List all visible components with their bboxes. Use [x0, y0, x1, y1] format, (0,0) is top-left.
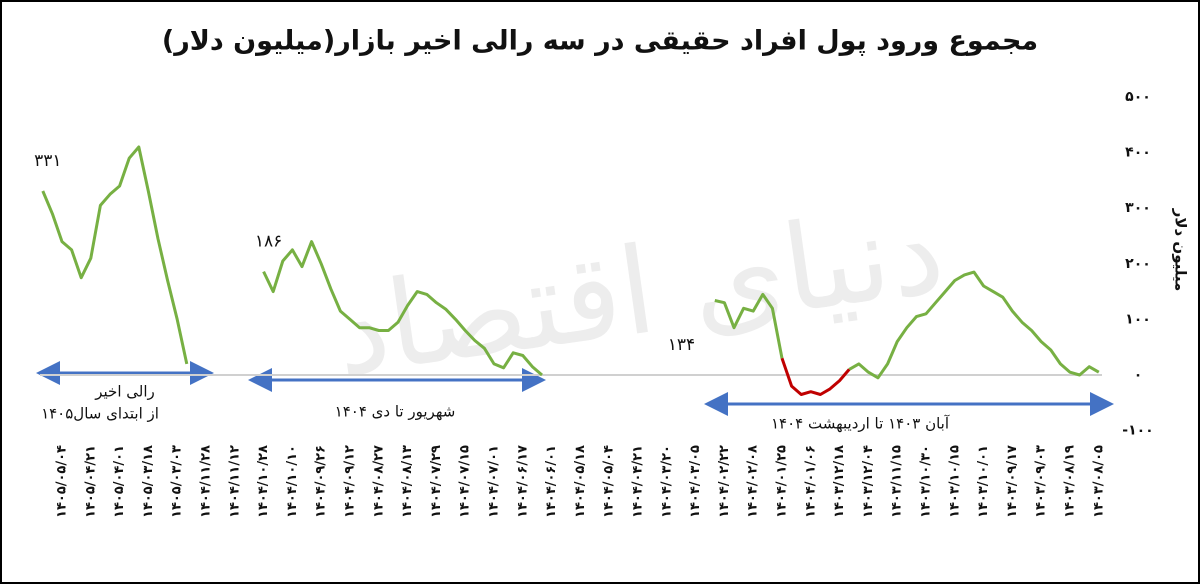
x-tick-label: ۱۴۰۵/۰۳/۱۸ [141, 445, 156, 518]
x-tick-label: ۱۴۰۳/۰۹/۱۷ [1005, 445, 1020, 518]
y-tick-label: ۲۰۰ [1125, 256, 1151, 272]
x-tick-label: ۱۴۰۴/۰۷/۰۱ [487, 445, 502, 518]
x-tick-label: ۱۴۰۴/۰۶/۱۷ [515, 445, 530, 518]
y-tick-label: ۳۰۰ [1125, 200, 1151, 216]
y-axis-title: میلیون دلار [1172, 208, 1190, 292]
annotation: از ابتدای سال۱۴۰۵ [41, 405, 159, 423]
x-tick-label: ۱۴۰۳/۱۱/۱۵ [890, 445, 905, 518]
x-tick-label: ۱۴۰۵/۰۵/۰۴ [55, 445, 70, 518]
x-tick-label: ۱۴۰۳/۱۲/۱۸ [832, 445, 847, 518]
y-tick-label: ۴۰۰ [1125, 145, 1151, 161]
x-tick-label: ۱۴۰۴/۱۱/۱۲ [227, 445, 242, 518]
x-tick-label: ۱۴۰۵/۰۴/۰۱ [112, 445, 127, 518]
x-tick-label: ۱۴۰۳/۰۸/۱۹ [1063, 445, 1078, 518]
data-label: ۱۸۶ [255, 232, 282, 252]
x-tick-label: ۱۴۰۵/۰۳/۰۳ [170, 445, 185, 518]
x-tick-label: ۱۴۰۴/۰۷/۱۵ [458, 445, 473, 518]
x-tick-label: ۱۴۰۴/۰۱/۲۵ [775, 445, 790, 518]
x-tick-label: ۱۴۰۴/۰۲/۰۸ [746, 445, 761, 518]
x-tick-label: ۱۴۰۴/۱۱/۲۸ [199, 445, 214, 518]
x-tick-label: ۱۴۰۴/۰۹/۱۲ [343, 445, 358, 518]
x-tick-label: ۱۴۰۳/۱۰/۱۵ [947, 445, 962, 518]
x-tick-label: ۱۴۰۴/۰۵/۰۴ [602, 445, 617, 518]
annotation: رالی اخیر [94, 383, 155, 401]
annotation: آبان ۱۴۰۳ تا اردیبهشت ۱۴۰۴ [771, 415, 950, 433]
x-tick-label: ۱۴۰۴/۰۶/۰۱ [544, 445, 559, 518]
y-tick-label: ۵۰۰ [1125, 89, 1151, 105]
x-tick-label: ۱۴۰۵/۰۴/۲۱ [83, 445, 98, 518]
chart-title: مجموع ورود پول افراد حقیقی در سه رالی اخ… [162, 26, 1038, 57]
x-tick-label: ۱۴۰۴/۰۴/۲۱ [631, 445, 646, 518]
x-tick-label: ۱۴۰۳/۱۲/۰۴ [861, 445, 876, 518]
x-tick-label: ۱۴۰۴/۰۱/۰۶ [803, 445, 818, 518]
data-label: ۱۳۴ [668, 335, 695, 355]
y-tick-label: ۱۰۰ [1125, 311, 1151, 327]
x-tick-label: ۱۴۰۴/۱۰/۱۰ [285, 445, 300, 518]
y-tick-label: -۱۰۰ [1122, 423, 1153, 439]
y-tick-label: ۰ [1134, 367, 1143, 383]
x-tick-label: ۱۴۰۴/۰۳/۲۰ [659, 445, 674, 518]
x-tick-label: ۱۴۰۳/۰۸/۰۵ [1091, 445, 1106, 518]
x-tick-label: ۱۴۰۴/۰۸/۲۷ [371, 445, 386, 518]
x-tick-label: ۱۴۰۴/۰۷/۲۹ [429, 445, 444, 518]
data-line [780, 357, 851, 396]
annotation: شهریور تا دی ۱۴۰۴ [335, 403, 456, 421]
x-tick-label: ۱۴۰۴/۰۳/۰۵ [688, 445, 703, 518]
x-tick-label: ۱۴۰۴/۱۰/۲۸ [256, 445, 271, 518]
x-tick-label: ۱۴۰۴/۰۹/۲۶ [314, 445, 329, 518]
x-tick-label: ۱۴۰۳/۰۹/۰۳ [1034, 445, 1049, 518]
x-tick-label: ۱۴۰۴/۰۲/۲۲ [717, 445, 732, 518]
data-line [41, 145, 1100, 380]
x-tick-label: ۱۴۰۳/۱۰/۳۰ [919, 445, 934, 518]
data-label: ۳۳۱ [34, 151, 61, 171]
x-tick-label: ۱۴۰۴/۰۸/۱۳ [400, 445, 415, 518]
x-tick-label: ۱۴۰۴/۰۵/۱۸ [573, 445, 588, 518]
x-tick-label: ۱۴۰۳/۱۰/۰۱ [976, 445, 991, 518]
